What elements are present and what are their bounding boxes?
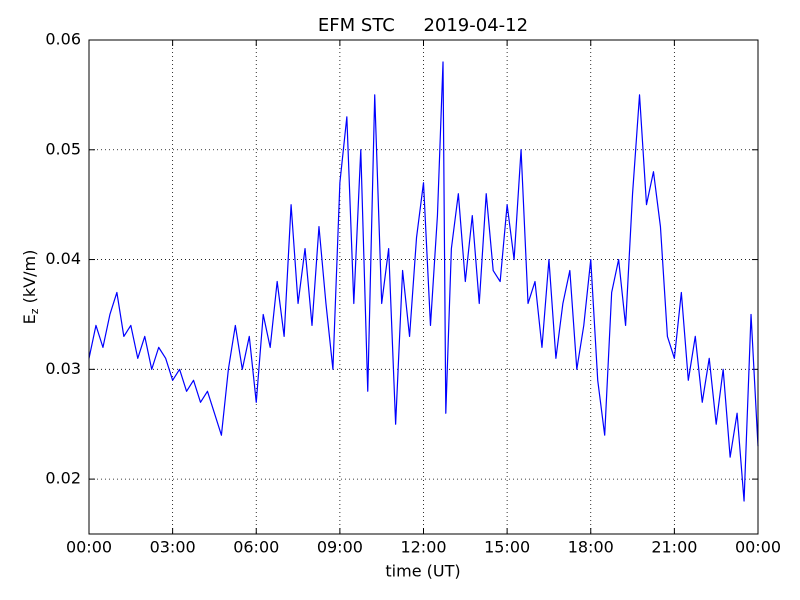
- y-label-unit: (kV/m): [20, 250, 39, 309]
- x-tick-label: 06:00: [233, 538, 279, 557]
- data-line: [88, 61, 759, 502]
- x-tick-label: 15:00: [484, 538, 530, 557]
- y-tick-label: 0.04: [45, 249, 81, 268]
- x-tick-label: 03:00: [150, 538, 196, 557]
- x-tick-label: 18:00: [568, 538, 614, 557]
- y-axis-label: Ez (kV/m): [20, 250, 42, 325]
- y-label-main: E: [20, 314, 39, 324]
- y-tick-label: 0.03: [45, 359, 81, 378]
- x-tick-label: 00:00: [66, 538, 112, 557]
- x-tick-label: 00:00: [735, 538, 781, 557]
- chart-title: EFM STC 2019-04-12: [318, 15, 528, 36]
- x-tick-label: 12:00: [400, 538, 446, 557]
- y-tick-label: 0.06: [45, 30, 81, 49]
- y-tick-label: 0.05: [45, 139, 81, 158]
- plot-frame: [88, 39, 759, 535]
- x-axis-label: time (UT): [385, 562, 460, 581]
- x-tick-label: 21:00: [651, 538, 697, 557]
- y-tick-label: 0.02: [45, 469, 81, 488]
- y-label-sub: z: [28, 308, 41, 314]
- x-tick-label: 09:00: [317, 538, 363, 557]
